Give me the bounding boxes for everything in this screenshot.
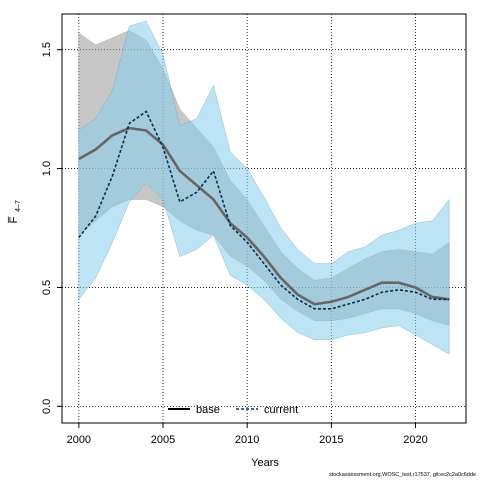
line-current — [78, 110, 450, 310]
legend-label-current: current — [264, 404, 298, 416]
series-lines — [78, 110, 450, 310]
y-tick-label-2: 1.0 — [41, 161, 53, 176]
x-axis: 2000 2005 2010 2015 2020 — [67, 422, 428, 446]
x-tick-label-2010: 2010 — [235, 434, 259, 446]
y-axis-label-main: F̅ — [8, 216, 20, 224]
line-base — [78, 126, 450, 306]
y-axis-label-subscript: 4–7 — [15, 200, 22, 212]
y-axis-label: F̅ 4–7 — [8, 200, 22, 224]
band-current — [78, 20, 450, 355]
x-tick-label-2000: 2000 — [67, 434, 91, 446]
confidence-bands — [78, 20, 450, 355]
y-tick-label-1: 0.5 — [41, 280, 53, 295]
x-tick-label-2015: 2015 — [319, 434, 343, 446]
legend-label-base: base — [196, 404, 220, 416]
y-tick-label-3: 1.5 — [41, 42, 53, 57]
y-tick-label-0: 0.0 — [41, 399, 53, 414]
x-tick-label-2005: 2005 — [151, 434, 175, 446]
x-tick-label-2020: 2020 — [403, 434, 427, 446]
x-axis-label: Years — [251, 457, 279, 469]
y-axis: 0.0 0.5 1.0 1.5 — [41, 42, 63, 414]
legend: base current — [168, 404, 298, 416]
footer-watermark: stockassessment.org,WOSC_test,r17537, gi… — [329, 472, 476, 478]
